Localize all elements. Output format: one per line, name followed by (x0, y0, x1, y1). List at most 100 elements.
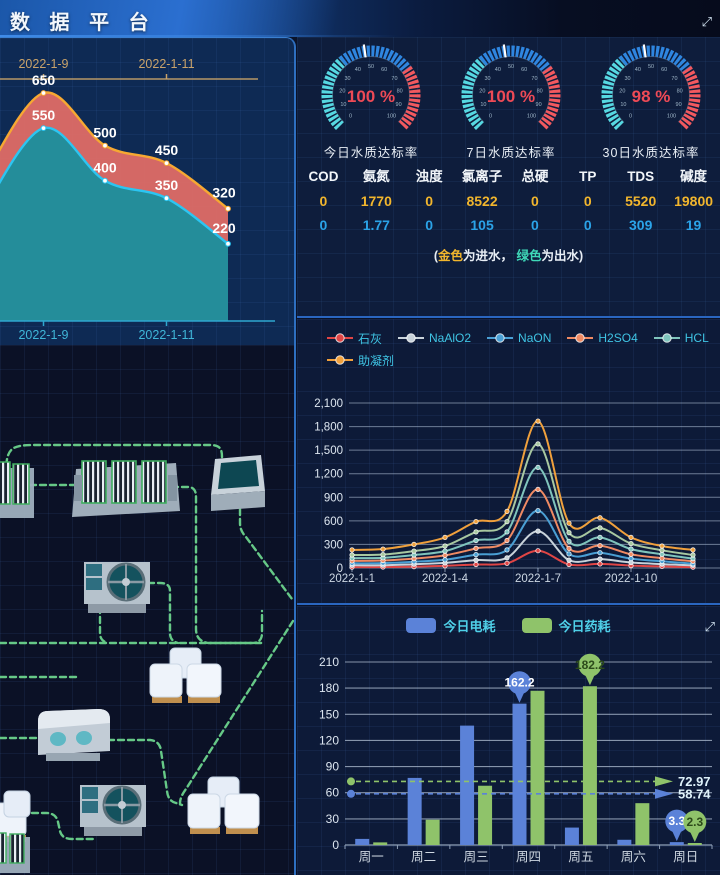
panel-intake-chart: 2022-1-9 2022-1-11 650 500 450 320 550 400 350 22… (0, 37, 296, 345)
y-axis-label: 210 (319, 655, 339, 669)
y-axis-label: 30 (326, 812, 340, 826)
chemical-sacks (149, 647, 222, 703)
x-axis-label: 2022-1-10 (605, 573, 657, 585)
data-point (566, 538, 572, 544)
x-axis-label: 2022-1-7 (515, 573, 561, 585)
membrane-rack (0, 461, 34, 518)
arrow-icon (655, 788, 673, 799)
table-row: 0 1.77 0 105 0 0 309 19 (297, 211, 720, 235)
legend-item[interactable]: HCL (653, 331, 709, 345)
y-axis-label: 150 (319, 707, 339, 721)
note-text: 绿色 (516, 248, 542, 263)
gauge-tick-label: 80 (397, 88, 403, 94)
line-series (351, 420, 694, 551)
data-point (566, 520, 572, 526)
table-cell: 0 (583, 192, 592, 209)
table-cell: 19 (685, 216, 702, 233)
legend-item[interactable]: NaON (487, 331, 551, 345)
data-point (597, 534, 603, 540)
x-axis-label: 2022-1-1 (329, 573, 375, 585)
table-cell: 0 (319, 216, 328, 233)
clarifier (80, 785, 146, 836)
data-point (102, 142, 108, 149)
gauge[interactable]: 0 10 20 30 40 50 60 70 80 90 100 98 % 30日水质达标率 (581, 39, 720, 161)
bar (407, 777, 422, 845)
data-point (628, 546, 634, 552)
gauge[interactable]: 0 10 20 30 40 50 60 70 80 90 100 100 % 今日水质达标率 (301, 39, 441, 161)
balloon-value: 162.2 (504, 676, 534, 690)
note-text: 金色 (437, 248, 463, 263)
column-header: 碱度 (680, 169, 708, 184)
table-cell: 0 (319, 192, 328, 209)
point-label: 220 (212, 220, 236, 236)
legend-item[interactable]: 今日电耗 (406, 616, 496, 635)
legend-item[interactable]: 石灰 (327, 330, 382, 347)
clarifier (84, 562, 150, 613)
storage-tank (211, 455, 265, 511)
intake-area-chart[interactable]: 2022-1-9 2022-1-11 650 500 450 320 550 400 350 22… (0, 38, 296, 345)
gauge-tick-label: 40 (635, 67, 641, 73)
table-cell: 105 (470, 216, 494, 233)
gauge-tick-label: 100 (387, 114, 396, 120)
column-header: 氯离子 (461, 169, 503, 184)
gauge-tick-label: 100 (527, 114, 536, 120)
gauge-tick-label: 20 (619, 88, 625, 94)
data-point (535, 486, 541, 492)
data-point (225, 205, 231, 212)
average-label: 72.97 (678, 774, 711, 789)
balloon-value: 3.3 (668, 814, 685, 828)
note-text: 为进水， (463, 248, 517, 263)
data-point (442, 534, 448, 540)
category-label: 周六 (621, 850, 646, 864)
data-point (504, 508, 510, 514)
gauge[interactable]: 0 10 20 30 40 50 60 70 80 90 100 100 % 7日水质达标率 (441, 39, 581, 161)
top-axis-label: 2022-1-9 (18, 57, 68, 71)
table-cell: 309 (629, 216, 653, 233)
facility-diagram[interactable] (0, 345, 296, 875)
panel-dosing-trend: 石灰NaAlO2NaONH2SO4HCLNaCLO助凝剂 03006009001… (297, 319, 720, 605)
gauge-tick-label: 10 (620, 102, 626, 108)
gauge-label: 今日水质达标率 (323, 146, 419, 160)
data-point (349, 552, 355, 558)
water-quality-table: COD 氨氮 浊度 氯离子 总硬 TP TDS 碱度 0 1770 0 8522 0 0 5520 19800… (297, 167, 720, 235)
data-point (473, 537, 479, 544)
data-point (442, 552, 448, 558)
data-point (411, 548, 417, 554)
gauge-tick-label: 70 (531, 76, 537, 82)
legend-item[interactable]: NaAlO2 (398, 331, 471, 345)
blower-unit (38, 709, 110, 761)
gauge-tick-label: 60 (521, 67, 527, 73)
gauge-tick-label: 40 (355, 67, 361, 73)
bar (460, 725, 475, 845)
data-point (535, 441, 541, 447)
data-point (442, 543, 448, 549)
data-point (504, 555, 510, 561)
table-cell: 0 (425, 192, 434, 209)
y-axis-label: 2,100 (314, 398, 343, 410)
y-axis-label: 1,200 (314, 469, 343, 481)
table-cell: 0 (531, 192, 539, 209)
pipe-network (0, 443, 294, 841)
expand-icon[interactable]: ⤢ (701, 14, 712, 29)
area-line (0, 126, 229, 245)
data-point (504, 547, 510, 553)
gauge-tick-label: 50 (368, 64, 374, 70)
legend-item[interactable]: 助凝剂 (327, 352, 394, 369)
category-label: 周日 (673, 850, 698, 864)
legend-item[interactable]: 今日药耗 (521, 616, 611, 635)
consumption-bar-chart[interactable]: 0 30 60 90 120 150 180 210 周一 周二 周三 周四 周五 周六 周日 72.9758… (297, 606, 720, 875)
column-header: 浊度 (415, 169, 443, 184)
value-balloon (508, 671, 531, 695)
gauge-tick-label: 50 (648, 64, 654, 70)
membrane-rack (0, 832, 30, 873)
table-cell: 0 (425, 216, 434, 233)
data-point (659, 547, 665, 553)
category-label: 周五 (568, 850, 593, 864)
data-point (504, 519, 510, 525)
point-label: 320 (212, 185, 236, 201)
data-point (163, 160, 170, 166)
legend-item[interactable]: H2SO4 (567, 331, 638, 345)
dosing-line-chart[interactable]: 0 300 600 900 1,200 1,500 1,800 2,100 2022-1-1 20… (297, 319, 720, 605)
expand-icon[interactable]: ⤢ (704, 619, 715, 634)
balloon-value: 2.3 (686, 815, 703, 829)
